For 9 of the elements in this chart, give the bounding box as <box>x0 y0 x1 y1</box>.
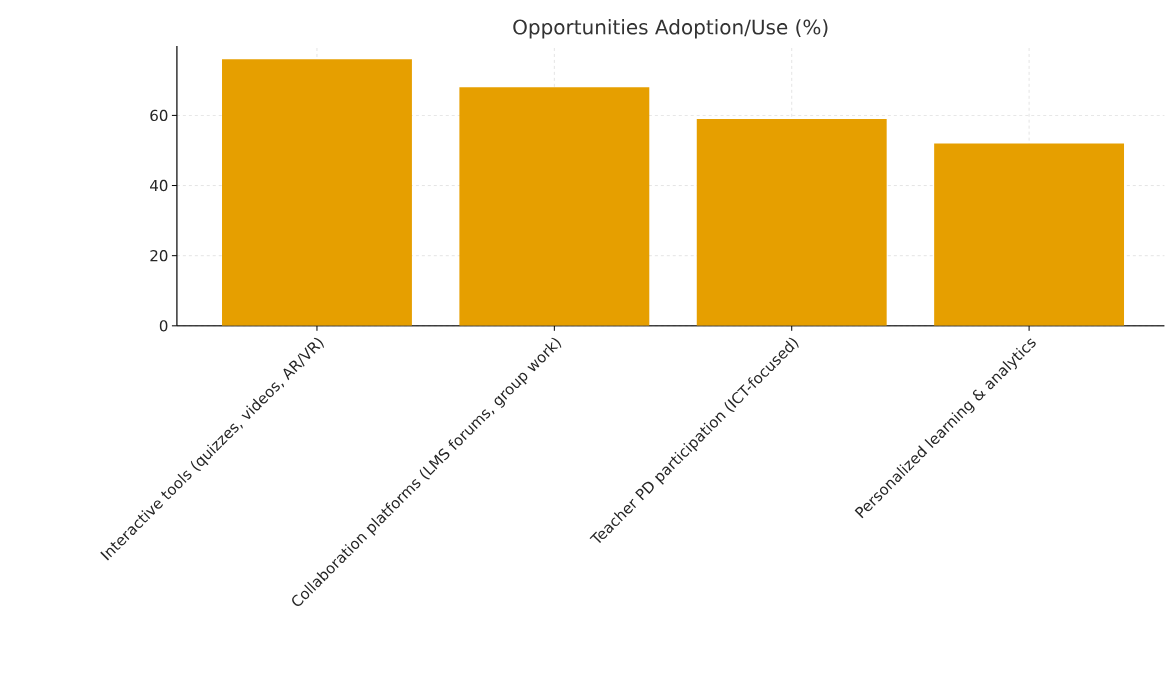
bar <box>459 87 650 327</box>
y-tick-label: 0 <box>159 320 168 332</box>
bar <box>934 143 1125 327</box>
y-tick-label: 60 <box>150 109 168 122</box>
bar <box>696 119 887 327</box>
y-tick-label: 40 <box>150 180 168 192</box>
y-tick-label: 20 <box>150 250 168 262</box>
bar <box>222 59 412 327</box>
chart-title: Opportunities Adoption/Use (%) <box>513 19 828 39</box>
